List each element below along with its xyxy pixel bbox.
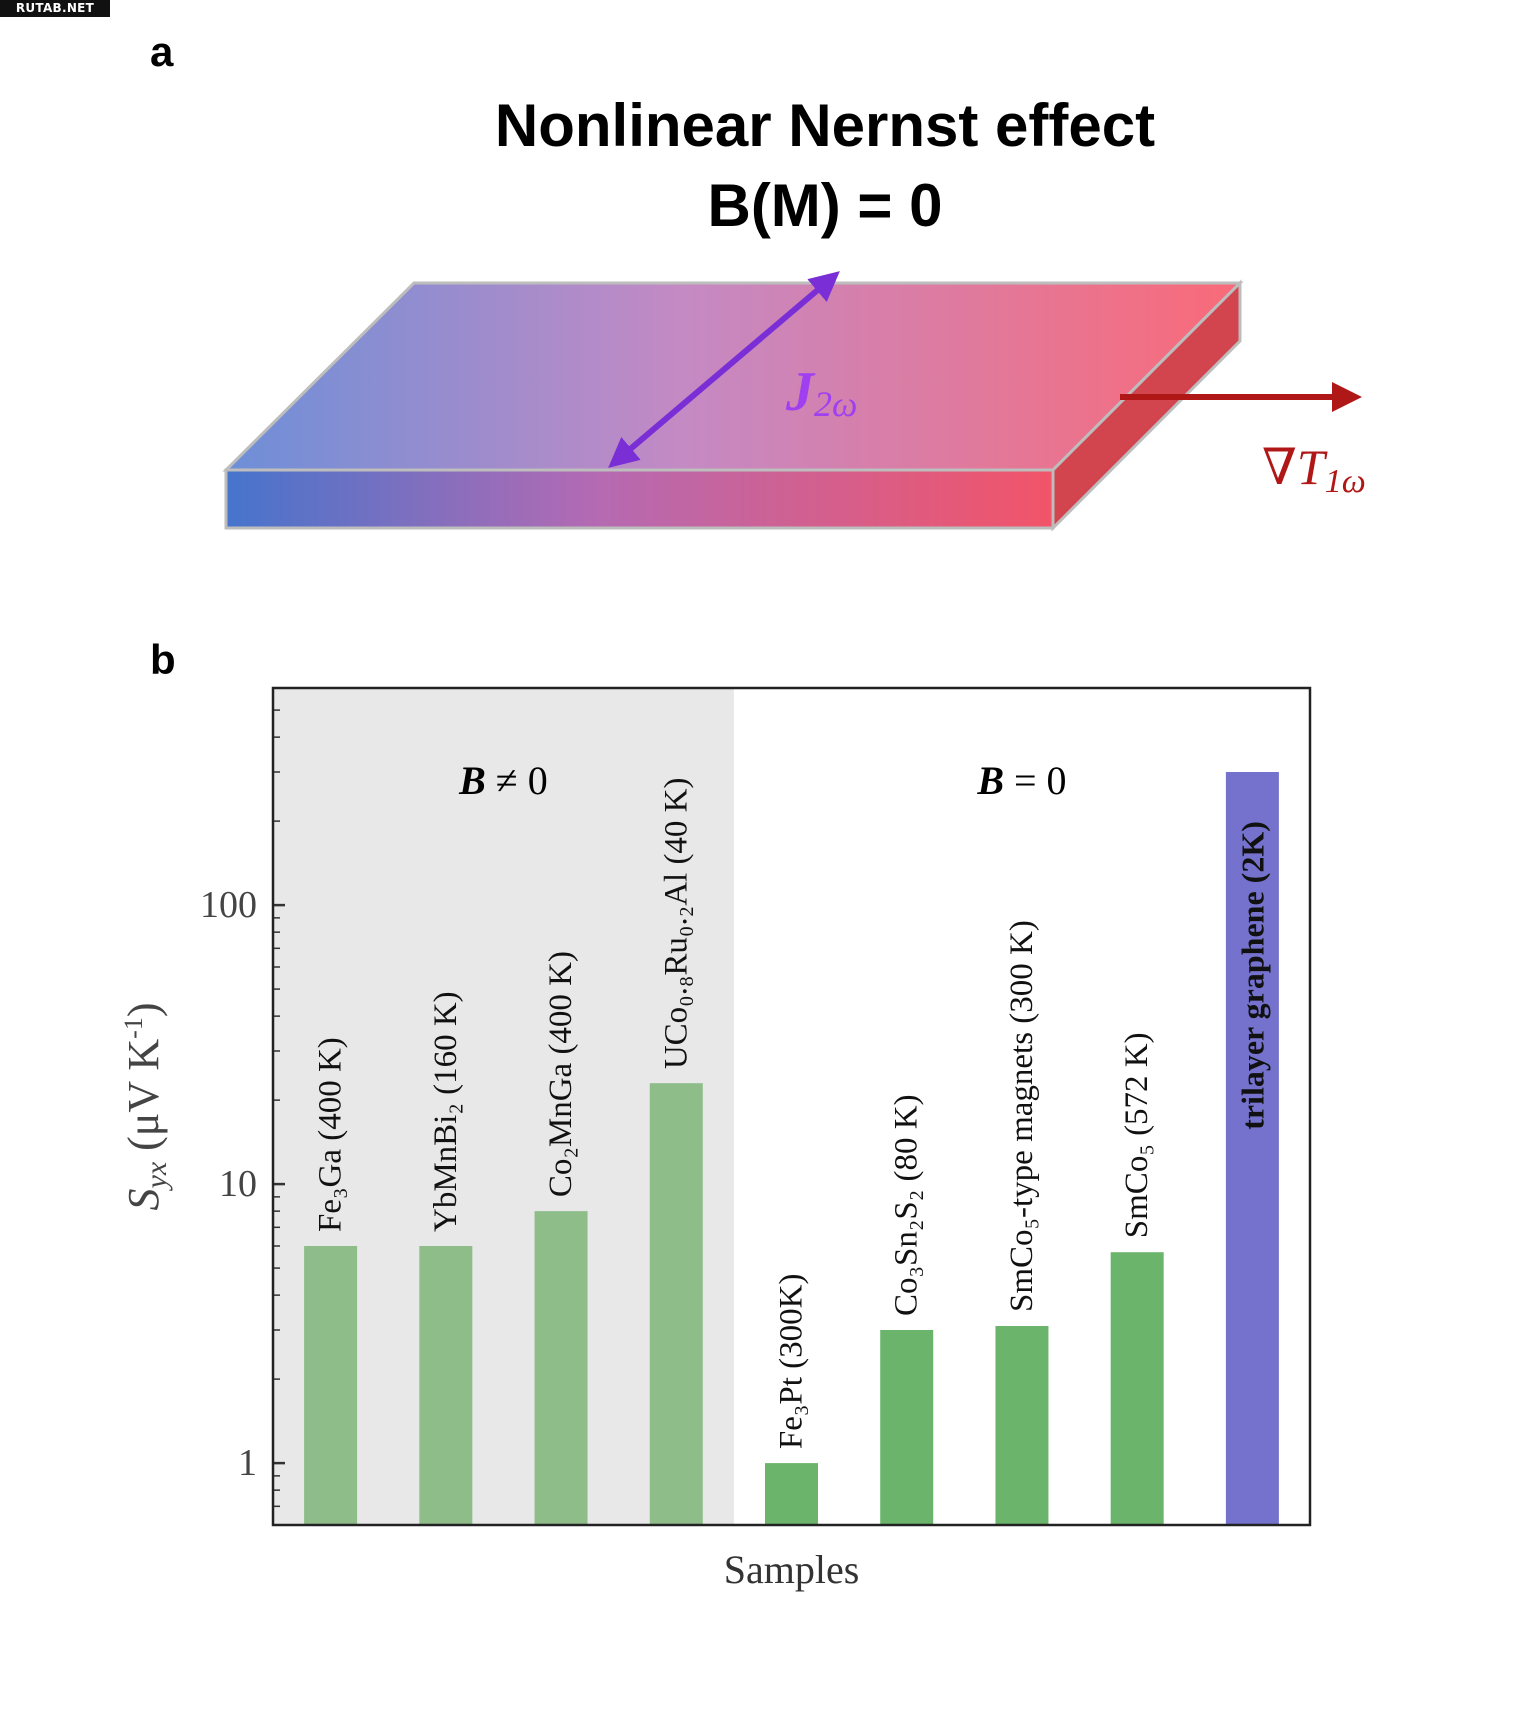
gradient-label: ∇T1ω bbox=[1262, 439, 1366, 500]
bar-labels-group: Fe₃Ga (400 K) YbMnBi₂ (160 K) Co₂MnGa (400… bbox=[313, 777, 1271, 1449]
sample-slab bbox=[222, 279, 1244, 532]
y-tick-label: 10 bbox=[219, 1163, 257, 1205]
current-label-main: J bbox=[785, 361, 816, 423]
x-axis-label: Samples bbox=[724, 1547, 860, 1592]
bar-8 bbox=[1225, 771, 1279, 1525]
y-label-sub: yx bbox=[140, 1161, 173, 1191]
current-label: J2ω bbox=[785, 361, 857, 424]
region-0-rest: ≠ 0 bbox=[486, 758, 548, 803]
bar-1 bbox=[419, 1246, 473, 1525]
title-line-1: Nonlinear Nernst effect bbox=[494, 92, 1156, 159]
y-axis-label: Syx (μV K-1) bbox=[119, 1003, 173, 1211]
bar-label-6: SmCo₅-type magnets (300 K) bbox=[1004, 920, 1040, 1312]
gradient-label-main: ∇T bbox=[1262, 439, 1328, 495]
bar-0 bbox=[304, 1246, 358, 1525]
region-1-rest: = 0 bbox=[1004, 758, 1067, 803]
panel-b-label: b bbox=[150, 636, 176, 683]
slab-front-face bbox=[224, 468, 1055, 530]
bar-4 bbox=[764, 1463, 819, 1525]
bar-7 bbox=[1110, 1252, 1164, 1525]
region-1-symbol: B bbox=[976, 758, 1004, 803]
y-label-symbol: S bbox=[119, 1188, 168, 1210]
slab-side-face bbox=[1051, 279, 1242, 532]
plot-frame bbox=[271, 686, 1312, 1527]
bar-label-7: SmCo₅ (572 K) bbox=[1119, 1032, 1155, 1238]
y-tick-label: 1 bbox=[238, 1442, 257, 1484]
y-label-exp: -1 bbox=[119, 1017, 148, 1039]
panel-a-title: Nonlinear Nernst effect B(M) = 0 bbox=[300, 86, 1350, 246]
bar-label-8: trilayer graphene (2K) bbox=[1234, 821, 1270, 1130]
bar-2 bbox=[534, 1211, 588, 1525]
y-tick-label: 100 bbox=[200, 884, 257, 926]
title-line-2: B(M) = 0 bbox=[707, 172, 943, 239]
panel-a-label: a bbox=[150, 28, 174, 75]
bar-3 bbox=[649, 1083, 703, 1525]
bar-label-2: Co₂MnGa (400 K) bbox=[543, 951, 579, 1197]
bar-label-4: Fe₃Pt (300K) bbox=[774, 1274, 810, 1450]
bars-group bbox=[304, 771, 1279, 1525]
bar-label-3: UCo₀.₈Ru₀.₂Al (40 K) bbox=[658, 777, 694, 1069]
watermark-logo: RUTAB.NET bbox=[0, 0, 110, 17]
gradient-label-sub: 1ω bbox=[1325, 463, 1366, 500]
bar-6 bbox=[995, 1326, 1049, 1525]
region-label-b-zero: B = 0 bbox=[976, 758, 1066, 803]
y-ticks-group: 1 10 100 bbox=[200, 687, 285, 1526]
bar-5 bbox=[880, 1329, 934, 1525]
current-label-sub: 2ω bbox=[814, 384, 857, 424]
y-label-unit: (μV K bbox=[119, 1039, 168, 1162]
region-0-symbol: B bbox=[458, 758, 486, 803]
y-label-close: ) bbox=[119, 1003, 168, 1018]
bar-label-0: Fe₃Ga (400 K) bbox=[313, 1037, 349, 1232]
bar-label-5: Co₃Sn₂S₂ (80 K) bbox=[889, 1094, 925, 1316]
current-arrow bbox=[608, 271, 840, 468]
region-label-b-nonzero: B ≠ 0 bbox=[458, 758, 548, 803]
bar-label-1: YbMnBi₂ (160 K) bbox=[428, 991, 464, 1232]
bar-chart: Fe₃Ga (400 K) YbMnBi₂ (160 K) Co₂MnGa (400… bbox=[119, 686, 1312, 1592]
